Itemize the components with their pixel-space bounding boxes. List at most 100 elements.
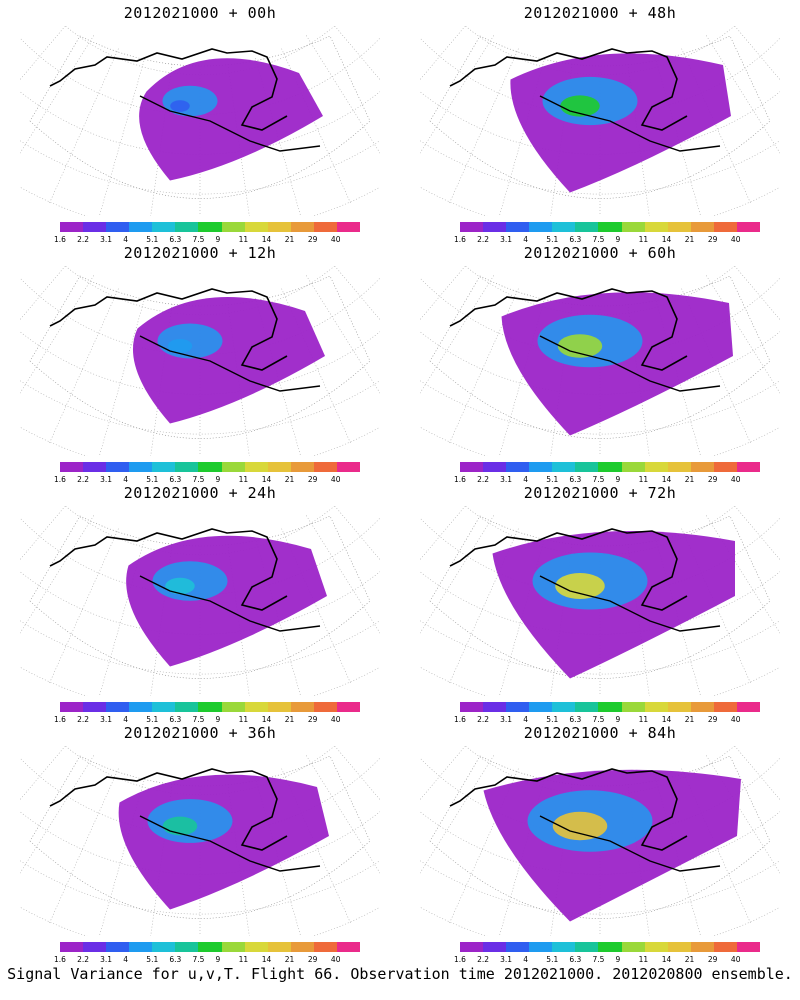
colorbar-label: 5.1 [546, 235, 559, 244]
meridian-line [305, 35, 380, 154]
colorbar-swatch [267, 702, 291, 712]
colorbar-swatch [336, 942, 361, 952]
meridian-line [281, 288, 352, 444]
colorbar-label: 6.3 [569, 715, 582, 724]
variance-field [118, 774, 329, 910]
variance-field [557, 334, 603, 358]
colorbar-swatch [506, 462, 530, 472]
map-boundary [29, 35, 371, 199]
colorbar-label: 11 [238, 475, 249, 484]
latitude-line [65, 26, 335, 76]
colorbar-swatch [713, 462, 737, 472]
coastline [539, 575, 721, 632]
colorbar-swatch [713, 942, 737, 952]
colorbar-swatch [267, 942, 291, 952]
colorbar-label: 1.6 [54, 715, 66, 724]
latitude-line [420, 91, 780, 155]
colorbar [60, 222, 361, 234]
variance-field [167, 339, 193, 353]
colorbar-swatch [529, 702, 553, 712]
colorbar-label: 11 [638, 955, 649, 964]
colorbar-label: 7.5 [192, 235, 205, 244]
colorbar-label: 9 [615, 475, 621, 484]
colorbar-label: 40 [730, 955, 741, 964]
panel-grid: 2012021000 + 00h 1.6 2.2 3.1 4 5.1 6.3 7.5 9 11 14… [20, 4, 800, 964]
coastline [139, 815, 321, 872]
colorbar-swatch [736, 222, 761, 232]
colorbar-label: 2.2 [77, 475, 89, 484]
colorbar-swatch [575, 462, 599, 472]
meridian-line [20, 35, 95, 154]
coastline [539, 815, 721, 872]
meridian-line [448, 48, 519, 204]
colorbar-swatch [713, 702, 737, 712]
latitude-line [420, 811, 780, 875]
colorbar-label: 1.6 [54, 475, 66, 484]
colorbar-label: 21 [284, 715, 295, 724]
colorbar-swatch [667, 222, 691, 232]
colorbar-label: 21 [684, 475, 695, 484]
panel-title: 2012021000 + 36h [123, 724, 277, 742]
colorbar-label: 2.2 [477, 475, 489, 484]
colorbar [460, 462, 761, 474]
colorbar-label: 1.6 [454, 235, 466, 244]
meridian-line [48, 288, 119, 444]
colorbar [60, 702, 361, 714]
colorbar-swatch [690, 222, 714, 232]
coastline [449, 48, 688, 131]
colorbar-swatch [690, 942, 714, 952]
colorbar-swatch [483, 702, 507, 712]
meridian-line [705, 755, 780, 874]
colorbar-swatch [129, 222, 153, 232]
colorbar-swatch [336, 462, 361, 472]
map-panel: 2012021000 + 72h 1.6 2.2 3.1 4 5.1 6.3 7.5 9 11 14… [400, 480, 800, 724]
colorbar-swatch [152, 702, 176, 712]
colorbar-label: 14 [261, 715, 272, 724]
meridian-line [20, 746, 66, 801]
latitude-line [20, 757, 380, 835]
latitude-line [20, 91, 380, 155]
meridian-line [734, 266, 780, 321]
colorbar-label: 3.1 [100, 235, 113, 244]
colorbar-label: 21 [684, 235, 695, 244]
colorbar-label: 6.3 [169, 235, 182, 244]
latitude-line [20, 811, 380, 875]
meridian-line [734, 506, 780, 561]
latitude-line [465, 746, 735, 796]
polar-map [20, 506, 380, 696]
colorbar-swatch [244, 942, 268, 952]
colorbar-swatch [552, 702, 576, 712]
colorbar-label: 9 [215, 715, 221, 724]
colorbar-labels: 1.6 2.2 3.1 4 5.1 6.3 7.5 9 11 14 21 29 40 [454, 715, 754, 725]
colorbar-labels: 1.6 2.2 3.1 4 5.1 6.3 7.5 9 11 14 21 29 40 [454, 235, 754, 245]
colorbar-label: 3.1 [500, 235, 513, 244]
colorbar-swatch [175, 462, 199, 472]
variance-field [126, 535, 327, 667]
coastline [139, 335, 321, 392]
latitude-line [65, 506, 335, 556]
colorbar-swatch [106, 462, 130, 472]
colorbar-swatch [244, 462, 268, 472]
variance-field [552, 811, 608, 841]
colorbar-swatch [83, 222, 107, 232]
colorbar-label: 6.3 [569, 235, 582, 244]
latitude-line [465, 26, 735, 76]
colorbar-label: 6.3 [169, 715, 182, 724]
colorbar-label: 29 [307, 955, 318, 964]
meridian-line [705, 515, 780, 634]
colorbar-label: 29 [707, 475, 718, 484]
map-boundary [429, 35, 771, 199]
colorbar-swatch [106, 942, 130, 952]
latitude-line [465, 506, 735, 556]
latitude-line [420, 757, 780, 835]
colorbar-label: 29 [307, 475, 318, 484]
colorbar-swatch [690, 462, 714, 472]
colorbar-swatch [129, 942, 153, 952]
colorbar-swatch [244, 222, 268, 232]
colorbar-swatch [60, 942, 84, 952]
meridian-line [20, 266, 66, 321]
figure-caption: Signal Variance for u,v,T. Flight 66. Ob… [7, 965, 793, 983]
colorbar-label: 3.1 [100, 475, 113, 484]
colorbar-swatch [483, 462, 507, 472]
panel-title: 2012021000 + 24h [123, 484, 277, 502]
